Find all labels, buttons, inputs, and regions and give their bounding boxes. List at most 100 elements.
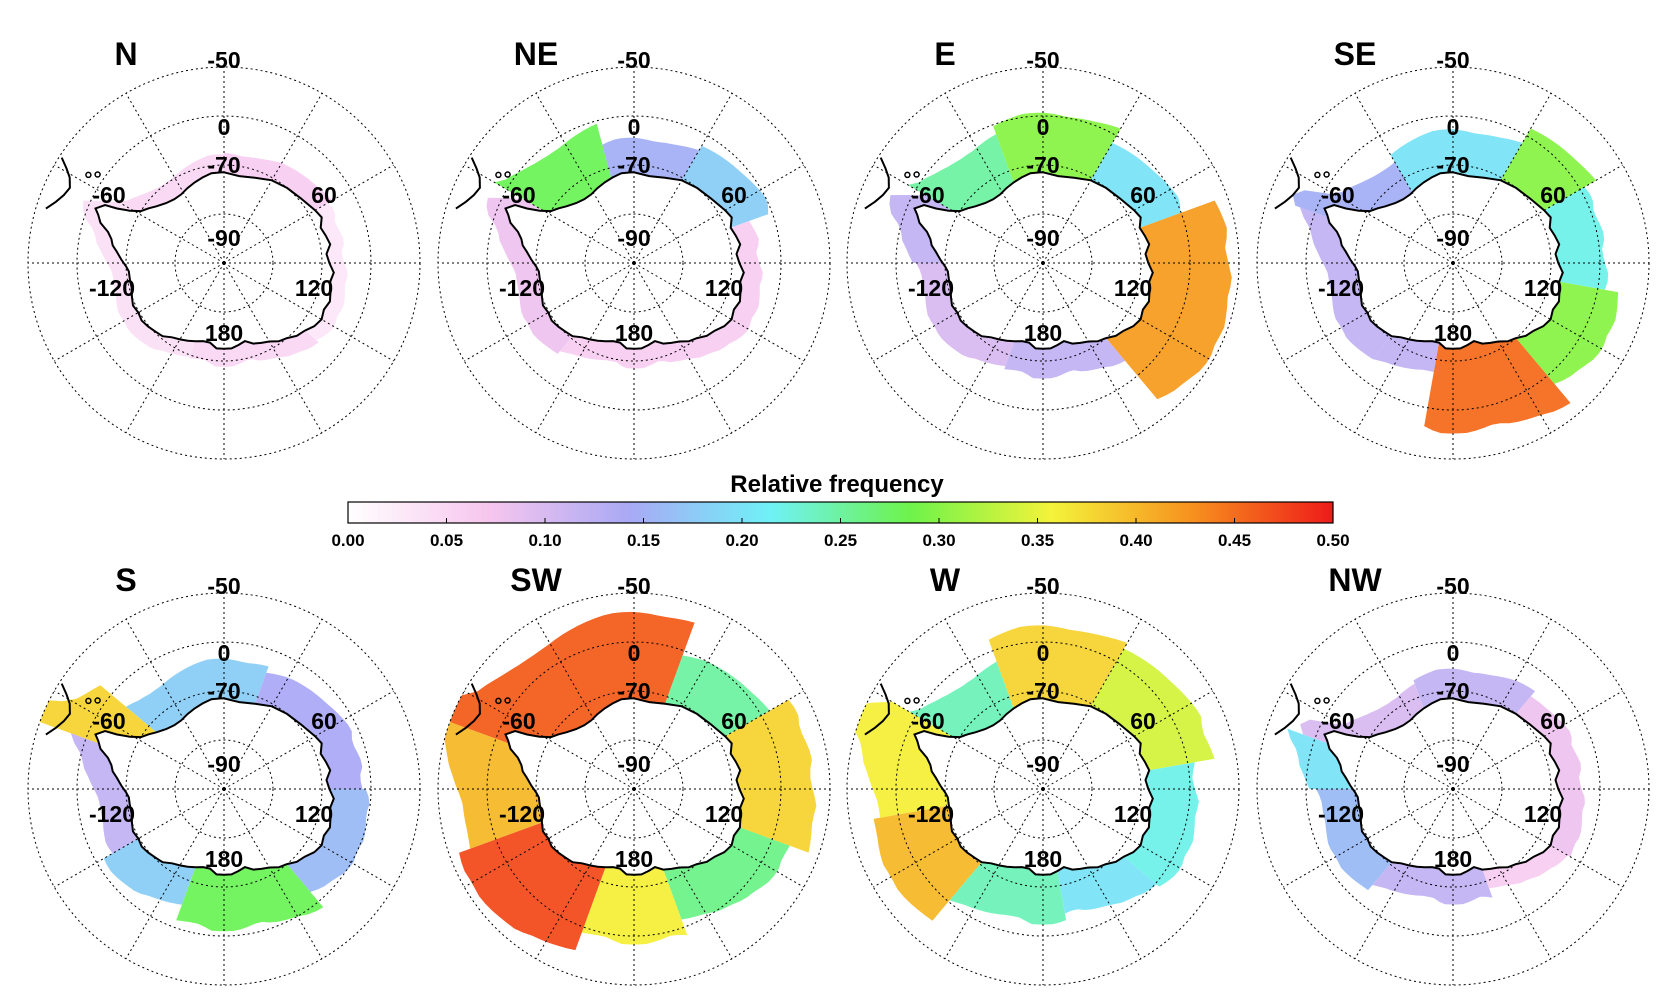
map-panel-e: -50 0 -70 -60 60 -90 -120 120 180 E <box>846 36 1240 460</box>
latitude-circle <box>944 164 1142 362</box>
panel-title: E <box>934 36 955 72</box>
graticule <box>1256 66 1650 460</box>
grid-label-lon-120: 120 <box>1524 801 1562 827</box>
latitude-circle <box>125 164 323 362</box>
grid-label-lon-m120: -120 <box>89 801 135 827</box>
graticule <box>846 592 1240 986</box>
grid-label-lon-m60: -60 <box>1321 182 1354 208</box>
frequency-sector <box>117 154 224 212</box>
grid-label-lat-inner: -70 <box>617 678 650 704</box>
graticule <box>846 66 1240 460</box>
frequency-sector <box>459 822 606 951</box>
grid-label-pole: -90 <box>617 225 650 251</box>
colorbar-ticks: 0.00 0.05 0.10 0.15 0.20 0.25 0.30 0.35 0.40 0.45… <box>331 518 1350 550</box>
frequency-sector <box>1090 648 1215 771</box>
grid-label-lon-0: 0 <box>218 114 231 140</box>
grid-label-lon-m120: -120 <box>1318 801 1364 827</box>
grid-label-lon-m60: -60 <box>1321 708 1354 734</box>
island-outline <box>85 697 92 705</box>
frequency-sector <box>1515 281 1618 384</box>
latitude-circle <box>535 690 733 888</box>
frequency-sector <box>126 658 269 734</box>
grid-label-lon-m120: -120 <box>908 275 954 301</box>
frequency-sector <box>1316 789 1393 891</box>
south-america-coastline <box>455 157 481 210</box>
grid-label-pole: -90 <box>1436 225 1469 251</box>
island-outline <box>94 171 101 178</box>
latitude-circle <box>993 739 1093 839</box>
south-america-coastline <box>455 683 481 736</box>
grid-label-pole: -90 <box>207 751 240 777</box>
island-outline <box>1314 697 1321 705</box>
island-outline <box>1323 697 1330 704</box>
colorbar-tick-label: 0.10 <box>528 531 561 550</box>
frequency-sector <box>70 733 140 854</box>
frequency-sector <box>303 202 348 341</box>
grid-label-lon-180: 180 <box>1434 846 1472 872</box>
frequency-field <box>486 123 769 369</box>
antarctica-coastline <box>504 171 745 350</box>
panel-title: NE <box>514 36 558 72</box>
south-america-coastline <box>864 683 890 736</box>
colorbar: Relative frequency 0.00 0.05 0.10 0.15 0.20 0… <box>331 471 1349 550</box>
grid-label-lon-m60: -60 <box>502 708 535 734</box>
island-outline <box>1323 171 1330 178</box>
frequency-sector <box>662 827 790 920</box>
grid-label-lon-180: 180 <box>205 846 243 872</box>
map-panel-n: -50 0 -70 -60 60 -90 -120 120 180 N <box>27 36 421 460</box>
frequency-sector <box>224 152 333 212</box>
latitude-circle <box>125 690 323 888</box>
grid-label-lon-0: 0 <box>1037 640 1050 666</box>
frequency-sector <box>1299 207 1393 359</box>
grid-label-lat-outer: -50 <box>1436 573 1469 599</box>
frequency-sector <box>559 329 730 369</box>
graticule <box>1256 592 1650 986</box>
antarctica-coastline <box>1323 697 1564 876</box>
grid-label-lon-120: 120 <box>1524 275 1562 301</box>
island-outline <box>913 171 920 178</box>
south-america-coastline <box>1274 683 1300 736</box>
antarctica-coastline <box>504 697 745 876</box>
antarctica-coastline <box>913 171 1154 350</box>
grid-label-lon-m120: -120 <box>89 275 135 301</box>
grid-label-lon-120: 120 <box>1114 275 1152 301</box>
grid-label-pole: -90 <box>1436 751 1469 777</box>
frequency-sector <box>438 611 695 744</box>
panel-title: SE <box>1334 36 1377 72</box>
grid-label-lon-60: 60 <box>1130 708 1156 734</box>
map-panel-nw: -50 0 -70 -60 60 -90 -120 120 180 NW <box>1256 562 1650 986</box>
frequency-sector <box>988 625 1128 710</box>
grid-label-lat-outer: -50 <box>207 47 240 73</box>
frequency-sector <box>889 195 954 263</box>
grid-label-lon-120: 120 <box>295 275 333 301</box>
antarctica-coastline <box>1323 171 1564 350</box>
map-panel-sw: -50 0 -70 -60 60 -90 -120 120 180 SW <box>437 562 831 986</box>
grid-label-lat-inner: -70 <box>1026 152 1059 178</box>
grid-label-pole: -90 <box>1026 225 1059 251</box>
grid-label-lon-180: 180 <box>1434 320 1472 346</box>
frequency-sector <box>1287 728 1354 789</box>
grid-label-lon-0: 0 <box>628 114 641 140</box>
grid-label-lon-m120: -120 <box>499 275 545 301</box>
map-panel-w: -50 0 -70 -60 60 -90 -120 120 180 W <box>846 562 1240 986</box>
grid-label-lon-180: 180 <box>615 320 653 346</box>
latitude-circle <box>993 213 1093 313</box>
panel-title: S <box>115 562 136 598</box>
frequency-sector <box>28 685 158 744</box>
colorbar-tick-label: 0.25 <box>824 531 857 550</box>
frequency-sector <box>1090 142 1181 229</box>
frequency-sector <box>1515 696 1585 857</box>
frequency-sector <box>602 137 700 182</box>
frequency-sector <box>907 134 1015 212</box>
grid-label-lon-0: 0 <box>1447 640 1460 666</box>
grid-label-lat-outer: -50 <box>207 573 240 599</box>
frequency-field <box>889 112 1232 400</box>
south-america-coastline <box>1274 157 1300 210</box>
island-outline <box>504 697 511 704</box>
frequency-sector <box>438 717 544 849</box>
frequency-sector <box>486 197 574 354</box>
grid-label-lon-m60: -60 <box>502 182 535 208</box>
graticule <box>27 66 421 460</box>
colorbar-tick-label: 0.40 <box>1119 531 1152 550</box>
grid-label-lon-60: 60 <box>1540 182 1566 208</box>
